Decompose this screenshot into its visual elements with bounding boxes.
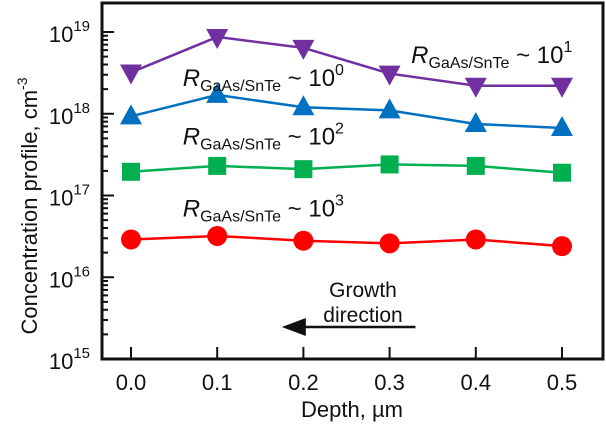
series-line (130, 93, 563, 130)
data-point-triangle-down (551, 77, 573, 98)
series-annotation: RGaAs/SnTe ~ 101 (411, 39, 572, 72)
y-tick-label: 1016 (49, 263, 90, 292)
series-annotation-subscript: GaAs/SnTe (428, 55, 509, 72)
data-point-triangle-up (206, 82, 229, 103)
y-tick-label: 1015 (49, 345, 90, 374)
y-axis-label-group: Concentration profile, cm-3 (14, 77, 42, 334)
series-annotation-R: R (183, 65, 200, 92)
series-annotation-text: ~ 10 (509, 42, 563, 69)
data-point-circle (293, 230, 314, 251)
y-tick-label: 1017 (49, 182, 90, 211)
series-annotation: RGaAs/SnTe ~ 100 (183, 62, 344, 95)
x-axis-label: Depth, µm (301, 397, 403, 422)
data-point-triangle-down (120, 64, 142, 85)
x-tick-label: 0.3 (374, 370, 405, 395)
y-tick-exponent: 17 (73, 182, 90, 199)
x-tick-label: 0.5 (547, 370, 578, 395)
y-axis-label-superscript: -3 (14, 77, 30, 90)
data-point-circle (121, 229, 141, 250)
data-point-square (553, 163, 571, 182)
data-point-triangle-up (378, 98, 401, 119)
series-annotation-text: ~ 10 (281, 196, 335, 223)
data-point-circle (552, 236, 572, 257)
data-point-triangle-up (120, 104, 142, 125)
x-tick-label: 0.2 (288, 370, 319, 395)
data-point-circle (465, 229, 486, 250)
data-point-square (294, 160, 313, 179)
y-tick-label: 1018 (49, 100, 90, 129)
x-tick-label: 0.4 (461, 370, 492, 395)
series-annotation-text: ~ 10 (281, 124, 335, 151)
series-annotation-superscript: 1 (563, 39, 572, 56)
series-annotation-superscript: 3 (335, 193, 344, 210)
data-point-triangle-up (464, 111, 487, 132)
y-tick-base: 10 (49, 186, 73, 211)
series-annotation-text: ~ 10 (281, 65, 335, 92)
y-tick-base: 10 (49, 104, 73, 129)
series-annotation-subscript: GaAs/SnTe (200, 137, 281, 154)
series-annotation-R: R (183, 196, 200, 223)
series-annotation-R: R (183, 124, 200, 151)
data-point-circle (379, 233, 400, 254)
series-annotation: RGaAs/SnTe ~ 103 (183, 193, 344, 226)
series-layer (120, 28, 573, 257)
data-point-square (208, 156, 227, 175)
data-point-triangle-up (551, 115, 573, 136)
series-annotation-R: R (411, 42, 428, 69)
y-tick-base: 10 (49, 267, 73, 292)
data-point-square (466, 156, 485, 175)
x-tick-label: 0.1 (202, 370, 233, 395)
series-triangle-up (120, 82, 573, 136)
y-axis-label: Concentration profile, cm-3 (14, 77, 42, 334)
y-tick-exponent: 19 (73, 18, 90, 35)
growth-direction-label-line1: Growth (329, 279, 397, 302)
series-line (130, 163, 563, 174)
y-tick-base: 10 (49, 22, 73, 47)
series-annotation-superscript: 2 (335, 121, 344, 138)
series-line (130, 234, 563, 248)
series-annotation-subscript: GaAs/SnTe (200, 209, 281, 226)
series-line (130, 35, 562, 88)
series-triangle-down (120, 28, 573, 98)
data-point-triangle-down (464, 77, 487, 98)
data-point-circle (207, 225, 228, 246)
series-annotation-superscript: 0 (335, 62, 344, 79)
y-tick-exponent: 18 (73, 100, 90, 117)
data-point-triangle-up (292, 95, 315, 116)
data-point-triangle-down (378, 65, 401, 86)
y-tick-label: 1019 (49, 18, 90, 47)
series-annotation: RGaAs/SnTe ~ 102 (183, 121, 344, 154)
series-annotation-subscript: GaAs/SnTe (200, 78, 281, 95)
y-tick-exponent: 15 (73, 345, 90, 362)
y-tick-exponent: 16 (73, 263, 90, 280)
data-point-square (122, 162, 140, 181)
plot-frame (100, 1, 605, 361)
series-circle (121, 225, 572, 257)
data-point-triangle-down (206, 28, 229, 49)
y-tick-base: 10 (49, 349, 73, 374)
data-point-square (380, 155, 399, 174)
growth-direction-arrow-head (281, 318, 306, 336)
x-tick-label: 0.0 (116, 370, 147, 395)
series-square (122, 155, 571, 182)
y-axis-label-main: Concentration profile, cm (17, 90, 42, 335)
x-axis: 0.0 0.1 0.2 0.3 0.4 0.5 (116, 347, 578, 395)
data-point-triangle-down (292, 39, 315, 60)
growth-direction-label-line2: direction (323, 304, 402, 327)
